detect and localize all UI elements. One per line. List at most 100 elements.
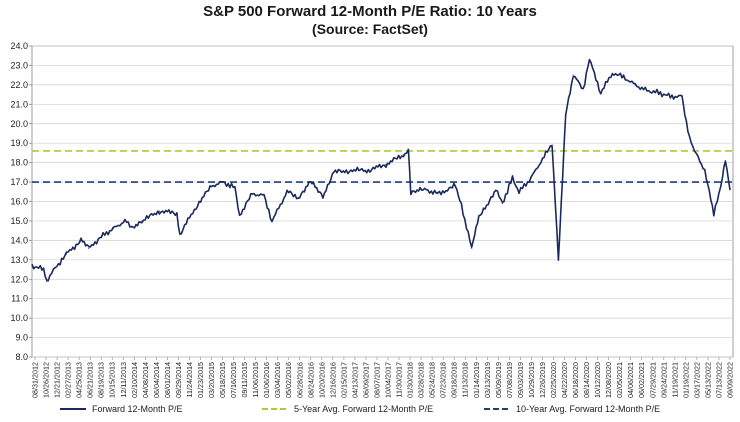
y-axis-ticks: 8.0 9.0 10.0 11.0 12.0 13.0 14.0 15.0 16.0 17.0 18… [10,41,32,362]
x-tick-label: 05/02/2016 [284,362,293,398]
y-tick-label: 18.0 [10,158,28,168]
forward-pe-point [623,76,625,78]
legend-item-10yr-avg: 10-Year Avg. Forward 12-Month P/E [484,404,660,414]
x-tick-label: 12/16/2016 [328,362,337,398]
forward-pe-point [681,95,683,98]
x-tick-label: 07/13/2022 [714,362,723,398]
chart-subtitle: (Source: FactSet) [312,21,428,37]
x-tick-label: 03/13/2019 [483,362,492,398]
forward-pe-point [251,193,254,195]
x-tick-label: 06/21/2013 [86,362,95,398]
x-tick-label: 04/22/2020 [560,362,569,398]
x-tick-label: 05/13/2022 [703,362,712,398]
forward-pe-point [43,268,45,271]
forward-pe-point [100,235,102,238]
y-tick-label: 22.0 [10,80,28,90]
forward-pe-point [518,191,520,193]
x-tick-label: 02/10/2014 [130,362,139,398]
x-tick-label: 11/19/2021 [670,362,679,397]
forward-pe-point [239,214,241,216]
x-tick-label: 02/27/2013 [64,362,73,398]
y-tick-label: 21.0 [10,99,28,109]
forward-pe-point [179,233,181,236]
series-layer [31,58,731,282]
x-tick-label: 01/23/2015 [196,362,205,398]
chart-title-block: S&P 500 Forward 12-Month P/E Ratio: 10 Y… [0,3,740,38]
forward-pe-line [31,58,731,282]
x-tick-label: 09/11/2015 [240,362,249,397]
x-tick-label: 10/12/2020 [593,362,602,398]
forward-pe-point [634,84,636,86]
y-tick-label: 13.0 [10,255,28,265]
forward-pe-point [176,212,178,214]
chart-title: S&P 500 Forward 12-Month P/E Ratio: 10 Y… [203,3,537,20]
legend-label: Forward 12-Month P/E [92,404,183,414]
average-lines [32,150,733,183]
y-tick-label: 12.0 [10,274,28,284]
forward-pe-point [407,150,409,152]
forward-pe-point [687,130,689,133]
x-tick-label: 08/07/2017 [372,362,381,398]
y-tick-label: 9.0 [15,333,28,343]
forward-pe-point [588,59,591,61]
forward-pe-point [471,247,473,249]
x-tick-label: 01/06/2016 [262,362,271,398]
y-tick-label: 11.0 [11,294,28,304]
forward-pe-point [402,154,405,156]
forward-pe-point [112,228,114,230]
y-tick-label: 10.0 [10,313,28,323]
forward-pe-point [729,189,731,191]
forward-pe-point [511,177,514,179]
forward-pe-point [501,202,503,205]
forward-pe-point [309,181,312,183]
legend-label: 5-Year Avg. Forward 12-Month P/E [294,404,433,414]
x-tick-label: 07/23/2018 [439,362,448,398]
forward-pe-point [211,185,213,187]
forward-pe-point [669,95,671,98]
forward-pe-point [350,169,352,171]
forward-pe-point [54,266,56,269]
forward-pe-point [333,171,335,173]
x-tick-label: 05/24/2018 [428,362,437,398]
x-tick-label: 04/08/2014 [141,362,150,398]
forward-pe-point [193,208,196,210]
x-tick-label: 06/04/2014 [152,362,161,398]
x-tick-label: 06/02/2021 [637,362,646,398]
legend-item-forward-pe: Forward 12-Month P/E [60,404,183,414]
x-tick-label: 07/16/2015 [229,362,238,398]
forward-pe-point [541,158,544,160]
x-tick-label: 10/15/2013 [108,362,117,398]
x-tick-label: 11/24/2014 [185,362,194,397]
x-tick-label: 10/20/2016 [317,362,326,398]
y-tick-label: 16.0 [10,197,28,207]
x-tick-label: 07/08/2019 [505,362,514,398]
forward-pe-point [646,90,648,92]
forward-pe-point [721,177,723,179]
x-tick-label: 01/14/2019 [472,362,481,398]
forward-pe-point [45,280,48,282]
grid-layer [31,45,734,358]
y-tick-label: 23.0 [10,60,28,70]
x-tick-label: 06/09/2017 [361,362,370,398]
x-tick-label: 04/13/2017 [350,362,359,398]
x-tick-label: 01/30/2018 [406,362,415,398]
forward-pe-point [693,150,696,152]
forward-pe-point [234,187,236,189]
y-tick-label: 20.0 [10,119,28,129]
forward-pe-point [31,265,33,267]
forward-pe-point [530,177,532,179]
forward-pe-point [611,72,613,74]
forward-pe-point [322,195,324,197]
forward-pe-point [724,160,727,162]
forward-pe-point [124,220,126,222]
forward-pe-point [425,189,427,191]
forward-pe-point [551,144,553,146]
x-tick-label: 09/29/2014 [174,362,183,398]
x-tick-label: 08/31/2012 [31,362,40,398]
x-tick-label: 10/26/2012 [42,362,51,398]
forward-pe-point [460,204,462,206]
x-tick-label: 12/21/2012 [53,362,62,398]
y-tick-label: 24.0 [10,41,28,51]
forward-pe-point [80,239,82,241]
